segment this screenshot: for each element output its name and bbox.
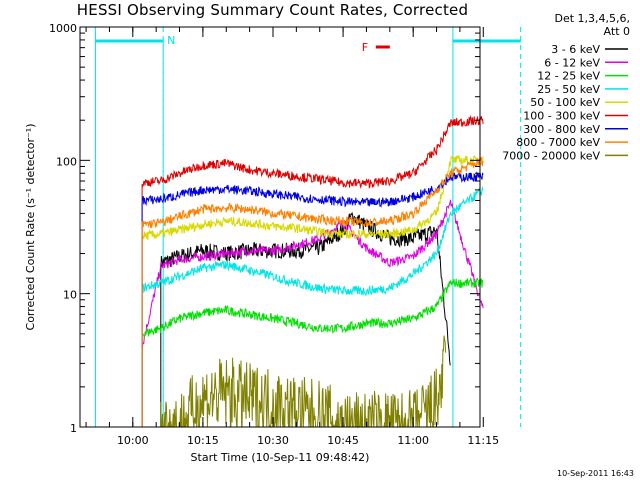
x-tick-label: 11:15 xyxy=(467,434,499,447)
flare-flag-label: F xyxy=(362,41,368,54)
y-tick-label: 100 xyxy=(56,155,77,168)
night-interval-layer: NF xyxy=(94,27,522,427)
x-tick-label: 10:45 xyxy=(327,434,359,447)
legend-label: 12 - 25 keV xyxy=(537,70,600,83)
legend-label: 6 - 12 keV xyxy=(544,56,600,69)
series-line-8 xyxy=(160,335,447,429)
series-line-1 xyxy=(141,199,484,427)
x-tick-label: 11:00 xyxy=(397,434,429,447)
y-axis-label: Corrected Count Rate (s⁻¹ detector⁻¹) xyxy=(24,124,37,331)
legend-label: 3 - 6 keV xyxy=(551,43,600,56)
y-tick-label: 1 xyxy=(70,422,77,435)
y-tick-label: 1000 xyxy=(49,22,77,35)
x-tick-label: 10:15 xyxy=(187,434,219,447)
legend-label: 300 - 800 keV xyxy=(523,123,600,136)
generation-timestamp: 10-Sep-2011 16:43 xyxy=(557,469,634,478)
legend-label: 7000 - 20000 keV xyxy=(502,149,600,162)
chart-title: HESSI Observing Summary Count Rates, Cor… xyxy=(76,1,469,19)
series-layer xyxy=(141,114,484,429)
legend-label: 25 - 50 keV xyxy=(537,83,600,96)
plot-frame xyxy=(79,26,481,428)
legend-label: 50 - 100 keV xyxy=(530,96,600,109)
series-line-2 xyxy=(141,276,484,427)
series-line-6 xyxy=(141,170,484,427)
x-tick-label: 10:00 xyxy=(117,434,149,447)
series-line-4 xyxy=(141,155,484,427)
series-line-3 xyxy=(141,186,484,427)
series-line-5 xyxy=(141,114,484,427)
series-line-7 xyxy=(141,156,484,427)
x-axis-label: Start Time (10-Sep-11 09:48:42) xyxy=(191,451,370,464)
legend-title: Det 1,3,4,5,6, Att 0 xyxy=(554,12,630,38)
legend-label: 800 - 7000 keV xyxy=(516,136,600,149)
saa-label: N xyxy=(167,34,175,47)
x-tick-label: 10:30 xyxy=(257,434,289,447)
legend-label: 100 - 300 keV xyxy=(523,110,600,123)
y-tick-label: 10 xyxy=(63,289,77,302)
axes-layer: 1 10 100 1000 10:00 10:15 10:30 10:45 11:00 11:15… xyxy=(24,22,499,464)
